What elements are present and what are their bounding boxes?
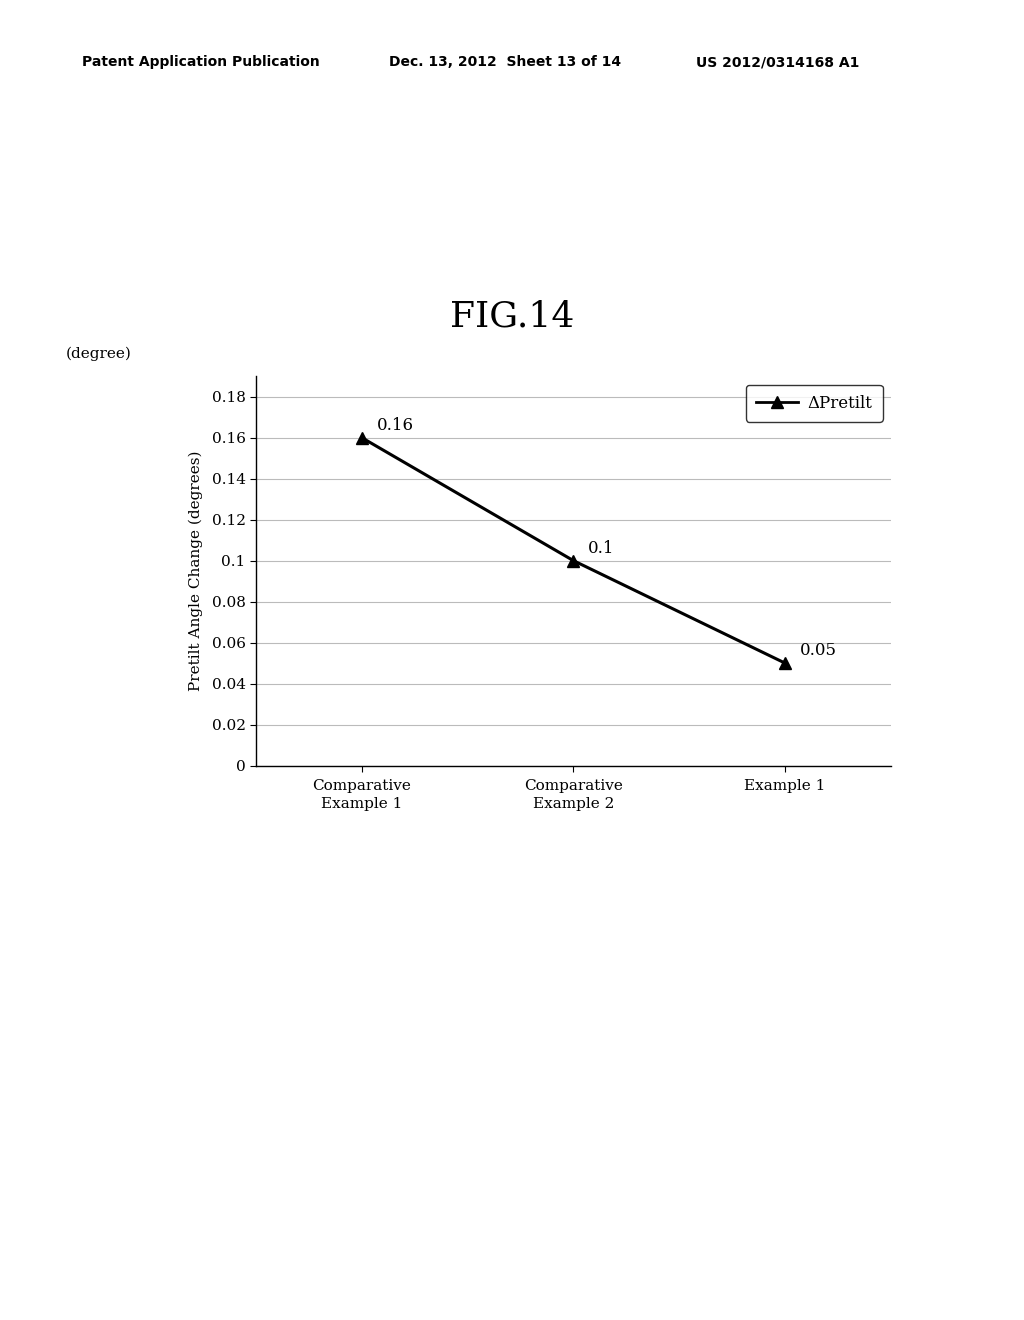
Text: Dec. 13, 2012  Sheet 13 of 14: Dec. 13, 2012 Sheet 13 of 14 xyxy=(389,55,622,70)
Text: 0.1: 0.1 xyxy=(588,540,614,557)
Text: US 2012/0314168 A1: US 2012/0314168 A1 xyxy=(696,55,860,70)
Text: (degree): (degree) xyxy=(66,346,131,360)
Text: 0.16: 0.16 xyxy=(377,417,414,433)
Y-axis label: Pretilt Angle Change (degrees): Pretilt Angle Change (degrees) xyxy=(188,450,203,692)
Text: 0.05: 0.05 xyxy=(800,642,837,659)
Text: Patent Application Publication: Patent Application Publication xyxy=(82,55,319,70)
Text: FIG.14: FIG.14 xyxy=(450,300,574,334)
Legend: ΔPretilt: ΔPretilt xyxy=(746,384,883,421)
